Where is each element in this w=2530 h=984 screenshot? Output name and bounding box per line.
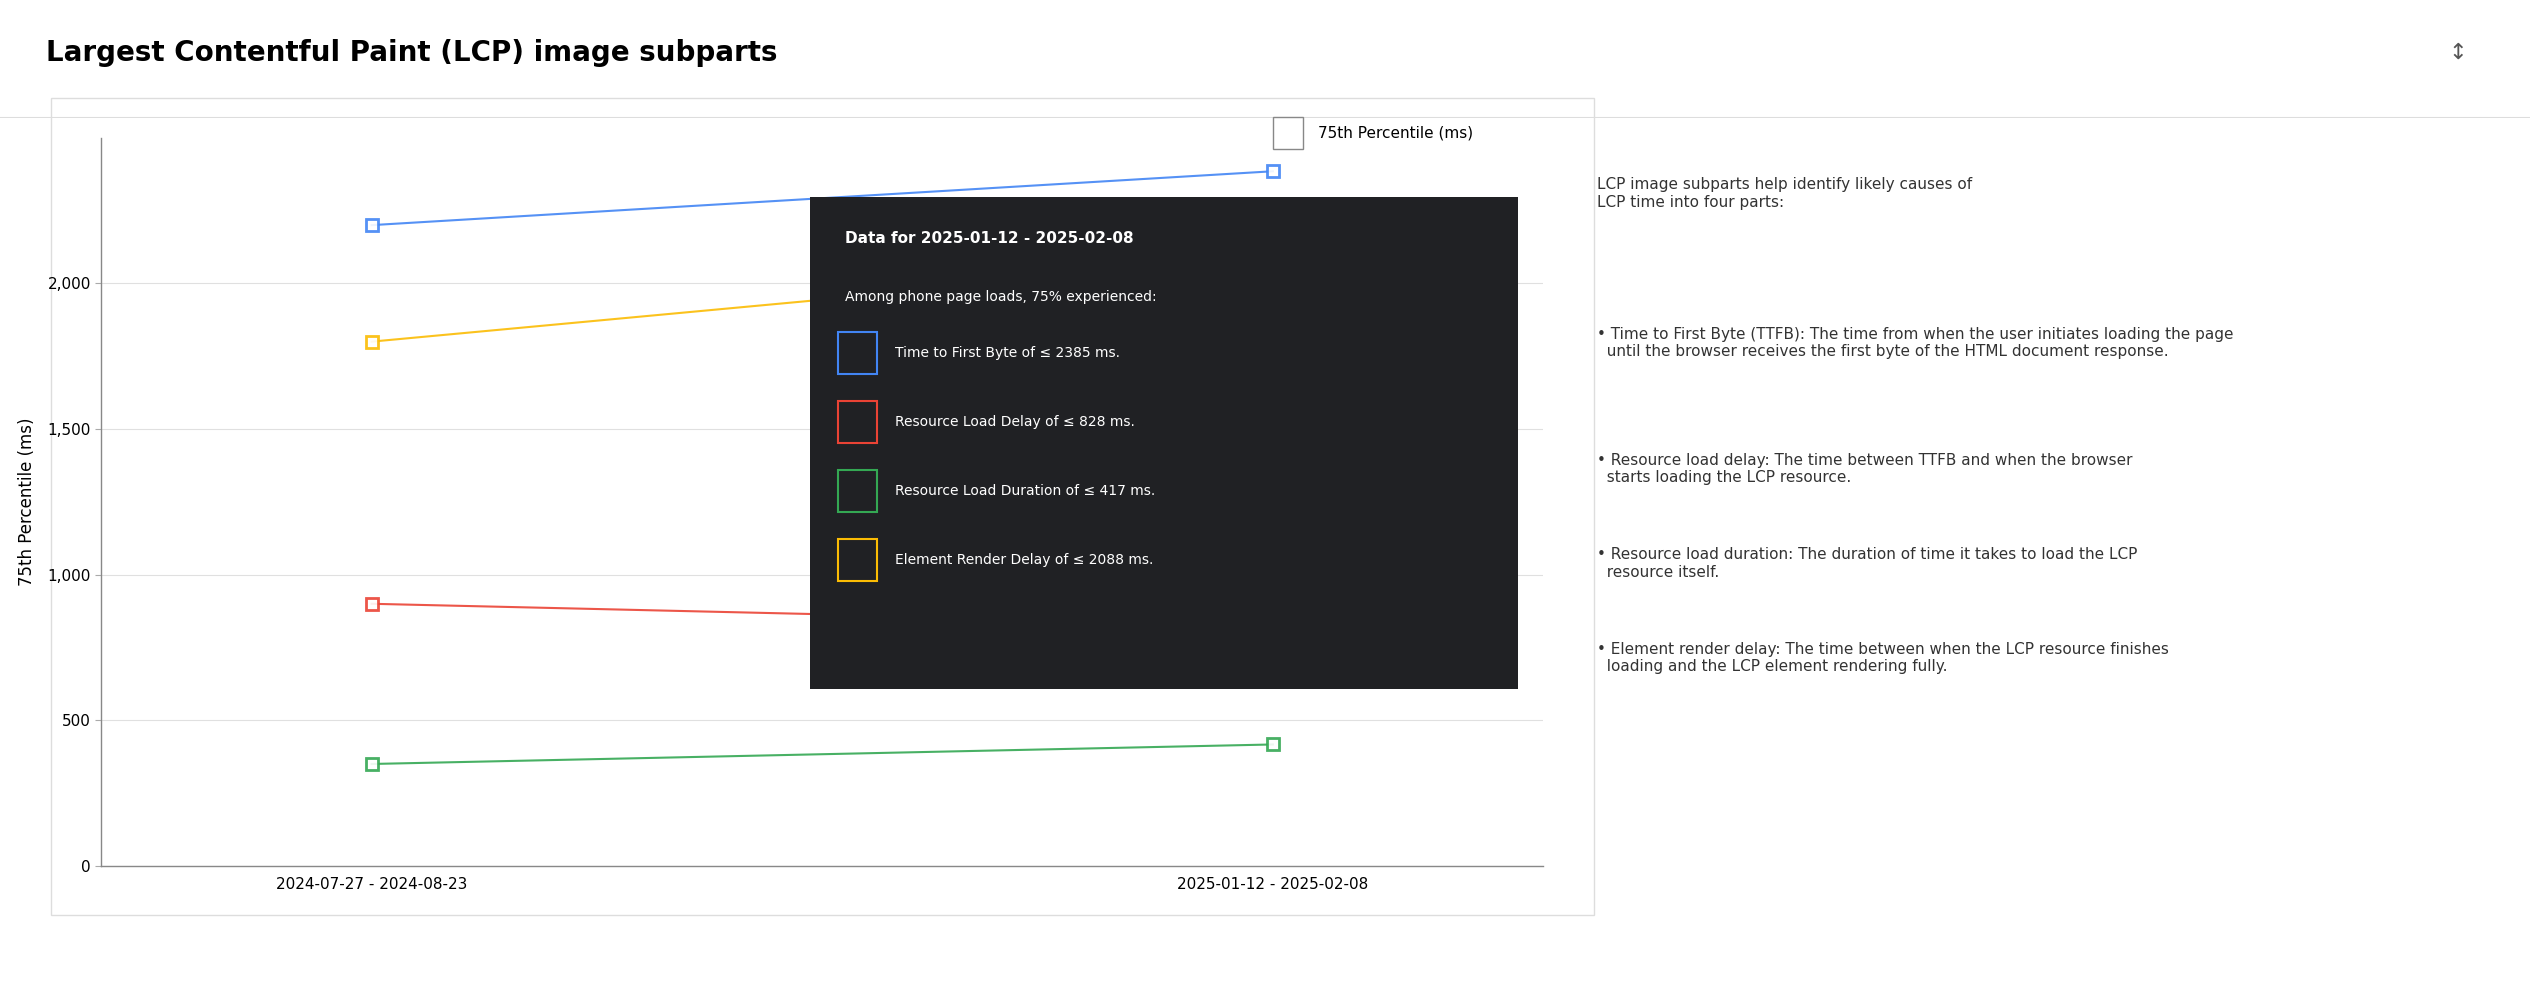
Text: ↕: ↕ xyxy=(2449,43,2467,63)
Text: • Resource load duration: The duration of time it takes to load the LCP
  resour: • Resource load duration: The duration o… xyxy=(1596,547,2138,580)
Text: LCP image subparts help identify likely causes of
LCP time into four parts:: LCP image subparts help identify likely … xyxy=(1596,177,1971,210)
Text: Resource Load Duration of ≤ 417 ms.: Resource Load Duration of ≤ 417 ms. xyxy=(896,484,1154,498)
FancyBboxPatch shape xyxy=(1273,117,1303,149)
Text: • Resource load delay: The time between TTFB and when the browser
  starts loadi: • Resource load delay: The time between … xyxy=(1596,453,2133,485)
Text: • Element render delay: The time between when the LCP resource finishes
  loadin: • Element render delay: The time between… xyxy=(1596,642,2168,674)
Text: Data for 2025-01-12 - 2025-02-08: Data for 2025-01-12 - 2025-02-08 xyxy=(845,231,1133,246)
Text: Time to First Byte of ≤ 2385 ms.: Time to First Byte of ≤ 2385 ms. xyxy=(896,346,1121,360)
Text: Among phone page loads, 75% experienced:: Among phone page loads, 75% experienced: xyxy=(845,290,1156,304)
Text: Largest Contentful Paint (LCP) image subparts: Largest Contentful Paint (LCP) image sub… xyxy=(46,39,777,67)
Text: 75th Percentile (ms): 75th Percentile (ms) xyxy=(1318,125,1472,141)
Y-axis label: 75th Percentile (ms): 75th Percentile (ms) xyxy=(18,417,35,586)
Text: • Time to First Byte (TTFB): The time from when the user initiates loading the p: • Time to First Byte (TTFB): The time fr… xyxy=(1596,327,2234,359)
Text: Resource Load Delay of ≤ 828 ms.: Resource Load Delay of ≤ 828 ms. xyxy=(896,415,1133,429)
Text: Element Render Delay of ≤ 2088 ms.: Element Render Delay of ≤ 2088 ms. xyxy=(896,553,1154,567)
